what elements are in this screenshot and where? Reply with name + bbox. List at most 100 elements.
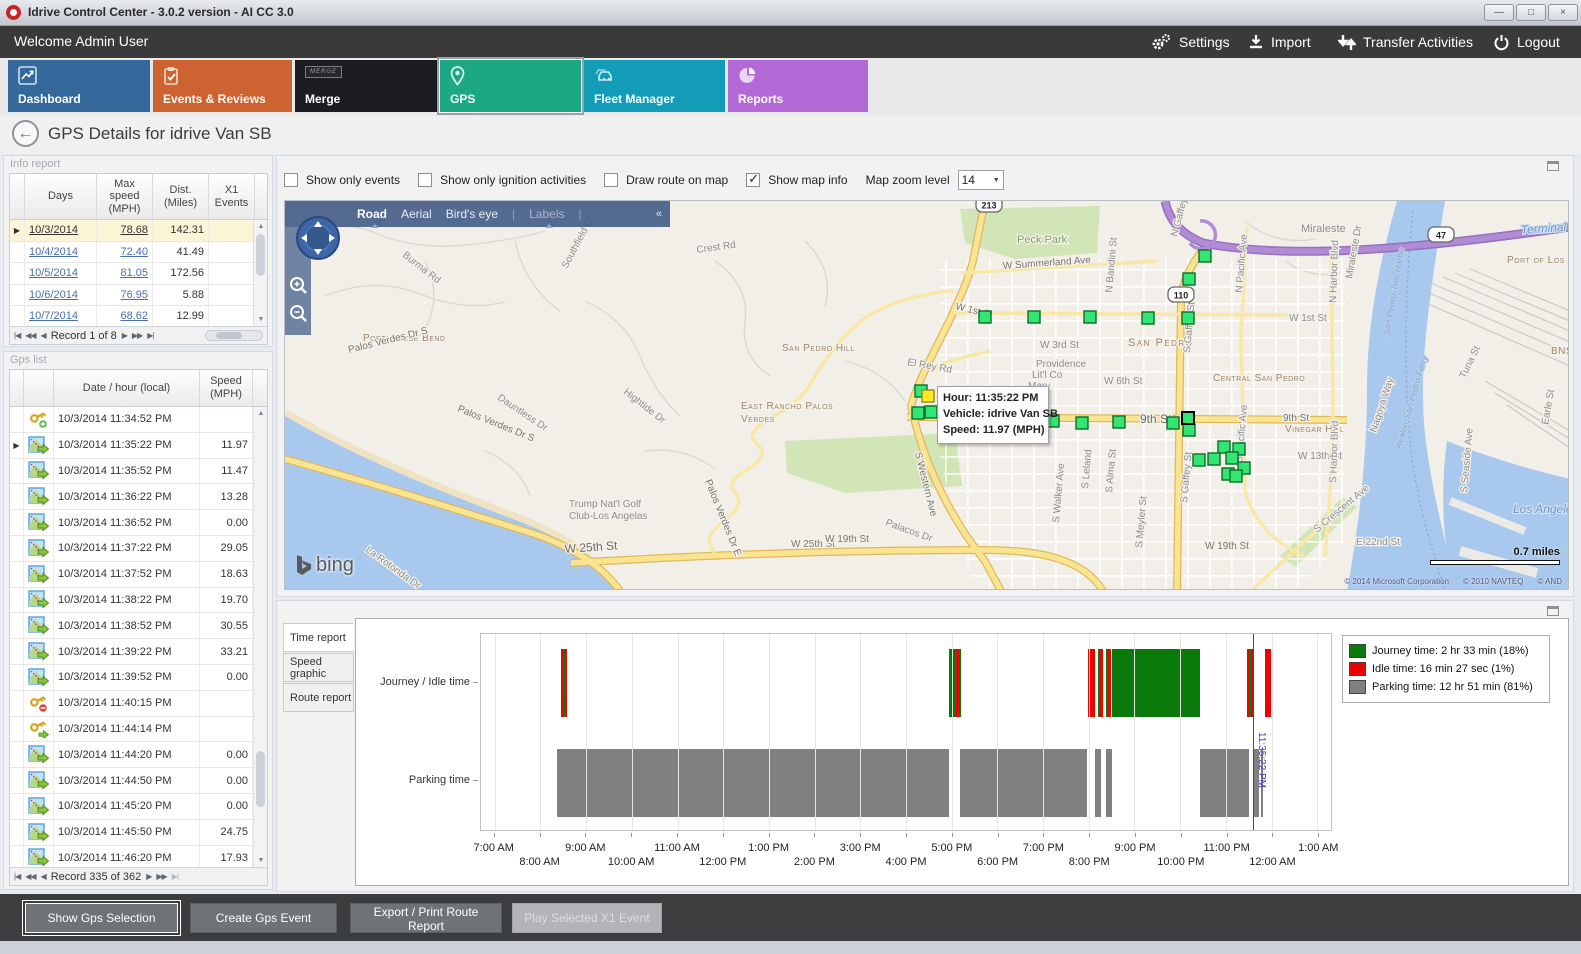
gps-marker[interactable] (1141, 311, 1155, 325)
next-page-button[interactable]: ▶▶ (131, 331, 143, 340)
gps-list-row[interactable]: 10/3/2014 11:39:52 PM 0.00 (10, 664, 267, 691)
gps-marker[interactable] (1182, 423, 1196, 437)
max-speed-link[interactable]: 76.95 (120, 288, 148, 301)
tab-gps[interactable]: GPS (440, 60, 581, 112)
tab-events-reviews[interactable]: Events & Reviews (153, 60, 292, 112)
gps-marker[interactable] (1181, 311, 1195, 325)
max-speed-link[interactable]: 78.68 (120, 224, 148, 237)
gps-list-row[interactable]: 10/3/2014 11:44:20 PM 0.00 (10, 742, 267, 769)
date-link[interactable]: 10/7/2014 (29, 310, 78, 323)
time-cursor-line[interactable] (1252, 634, 1254, 830)
bing-logo[interactable]: bing (295, 554, 354, 577)
gps-list-row[interactable]: 10/3/2014 11:38:52 PM 30.55 (10, 613, 267, 640)
tab-reports[interactable]: Reports (728, 60, 868, 112)
gps-marker[interactable] (978, 310, 992, 324)
max-speed-link[interactable]: 72.40 (120, 245, 148, 258)
logout-button[interactable]: Logout (1493, 26, 1560, 58)
chart-tab-speed-graphic[interactable]: Speed graphic (283, 653, 354, 682)
date-link[interactable]: 10/5/2014 (29, 267, 78, 280)
first-record-button[interactable]: |◀ (14, 331, 21, 340)
gps-list-row[interactable]: 10/3/2014 11:39:22 PM 33.21 (10, 639, 267, 665)
map-canvas[interactable]: Burma Rd Southfield Dr Crest Rd Miraleste Mi… (284, 200, 1569, 590)
prev-record-button[interactable]: ◀ (40, 872, 47, 881)
chart-tab-route-report[interactable]: Route report (283, 683, 354, 712)
gps-list-row[interactable]: 10/3/2014 11:37:22 PM 29.05 (10, 535, 267, 562)
column-header[interactable]: Speed (MPH) (200, 370, 253, 406)
info-report-row[interactable]: 10/5/2014 81.05 172.56 (10, 263, 267, 285)
gps-marker[interactable] (1217, 440, 1231, 454)
draw-route-checkbox[interactable] (604, 173, 619, 187)
gps-marker[interactable] (1192, 453, 1206, 467)
gps-marker[interactable] (1166, 416, 1180, 430)
play-selected-x1-event-button[interactable]: Play Selected X1 Event (512, 903, 662, 933)
timeline-plot[interactable]: 11:35:22 PM (480, 633, 1332, 831)
info-report-row[interactable]: 10/6/2014 76.95 5.88 (10, 284, 267, 306)
map-zoom-dropdown[interactable]: 14 ▼ (957, 170, 1004, 190)
next-record-button[interactable]: ▶ (121, 331, 128, 340)
maximize-panel-icon[interactable] (1547, 161, 1559, 171)
gps-marker[interactable] (1027, 310, 1041, 324)
gps-marker[interactable] (1198, 249, 1212, 263)
transfer-activities-button[interactable]: Transfer Activities (1338, 26, 1473, 58)
gps-list-vscrollbar[interactable]: ▲ ▼ (253, 407, 267, 867)
show-only-ignition-checkbox[interactable] (418, 173, 433, 187)
gps-list-row[interactable]: 10/3/2014 11:34:52 PM (10, 407, 267, 433)
max-speed-link[interactable]: 68.62 (120, 310, 148, 323)
last-record-button[interactable]: ▶| (171, 872, 179, 881)
map-style-road[interactable]: Road (357, 207, 387, 228)
gps-marker-selected[interactable] (1181, 411, 1195, 425)
tab-fleet-manager[interactable]: Fleet Manager (584, 60, 725, 112)
gps-list-row[interactable]: 10/3/2014 11:35:52 PM 11.47 (10, 458, 267, 485)
info-report-row[interactable]: 10/4/2014 72.40 41.49 (10, 241, 267, 263)
info-report-vscrollbar[interactable]: ▲ ▼ (253, 220, 267, 326)
max-speed-link[interactable]: 81.05 (120, 267, 148, 280)
date-link[interactable]: 10/4/2014 (29, 245, 78, 258)
date-link[interactable]: 10/6/2014 (29, 288, 78, 301)
maximize-button[interactable]: □ (1516, 4, 1546, 21)
maximize-panel-icon[interactable] (1547, 606, 1559, 616)
gps-marker[interactable] (1075, 416, 1089, 430)
prev-page-button[interactable]: ◀◀ (25, 331, 36, 340)
gps-list-row[interactable]: 10/3/2014 11:36:22 PM 13.28 (10, 484, 267, 511)
gps-list-row[interactable]: 10/3/2014 11:45:20 PM 0.00 (10, 793, 267, 820)
gps-marker[interactable] (1225, 451, 1239, 465)
gps-marker[interactable] (1229, 469, 1243, 483)
show-gps-selection-button[interactable]: Show Gps Selection (25, 903, 178, 933)
column-header[interactable]: Date / hour (local) (54, 370, 200, 406)
show-only-events-checkbox[interactable] (284, 173, 298, 187)
back-button[interactable]: ← (12, 120, 39, 147)
gps-marker[interactable] (911, 406, 925, 420)
gps-list-row[interactable]: 10/3/2014 11:38:22 PM 19.70 (10, 587, 267, 614)
first-record-button[interactable]: |◀ (14, 872, 21, 881)
info-report-row[interactable]: 10/7/2014 68.62 12.99 (10, 306, 267, 328)
gps-list-row[interactable]: 10/3/2014 11:44:14 PM (10, 716, 267, 743)
gps-list-row[interactable]: ▶ 10/3/2014 11:35:22 PM 11.97 (10, 432, 267, 459)
settings-button[interactable]: Settings (1150, 26, 1230, 58)
info-report-row[interactable]: ▶ 10/3/2014 78.68 142.31 (10, 220, 267, 242)
minimize-button[interactable]: — (1484, 4, 1514, 21)
last-record-button[interactable]: ▶| (147, 331, 154, 340)
gps-list-row[interactable]: 10/3/2014 11:37:52 PM 18.63 (10, 561, 267, 588)
create-gps-event-button[interactable]: Create Gps Event (190, 903, 337, 933)
export-print-route-report-button[interactable]: Export / Print Route Report (350, 903, 502, 933)
column-header[interactable]: Max speed (MPH) (97, 174, 153, 219)
map-pan-compass[interactable] (295, 215, 341, 261)
date-link[interactable]: 10/3/2014 (29, 224, 78, 237)
column-header[interactable]: Days (25, 174, 97, 219)
gps-marker[interactable] (1112, 415, 1126, 429)
gps-list-row[interactable]: 10/3/2014 11:46:20 PM 17.93 (10, 845, 267, 867)
gps-list-row[interactable]: 10/3/2014 11:45:50 PM 24.75 (10, 819, 267, 846)
gps-list-row[interactable]: 10/3/2014 11:44:50 PM 0.00 (10, 768, 267, 794)
chart-tab-time-report[interactable]: Time report (283, 623, 354, 652)
gps-marker[interactable] (1182, 272, 1196, 286)
zoom-in-button[interactable] (285, 273, 311, 300)
gps-list-row[interactable]: 10/3/2014 11:36:52 PM 0.00 (10, 510, 267, 536)
gps-marker[interactable] (1207, 452, 1221, 466)
gps-list-row[interactable]: 10/3/2014 11:40:15 PM (10, 690, 267, 717)
zoom-out-button[interactable] (285, 301, 311, 328)
column-header[interactable]: X1 Events (209, 174, 255, 219)
map-style-aerial[interactable]: Aerial (401, 207, 432, 221)
map-style-birdseye[interactable]: Bird's eye (445, 207, 498, 221)
next-record-button[interactable]: ▶ (146, 872, 152, 881)
map-style-labels[interactable]: Labels (529, 207, 565, 228)
